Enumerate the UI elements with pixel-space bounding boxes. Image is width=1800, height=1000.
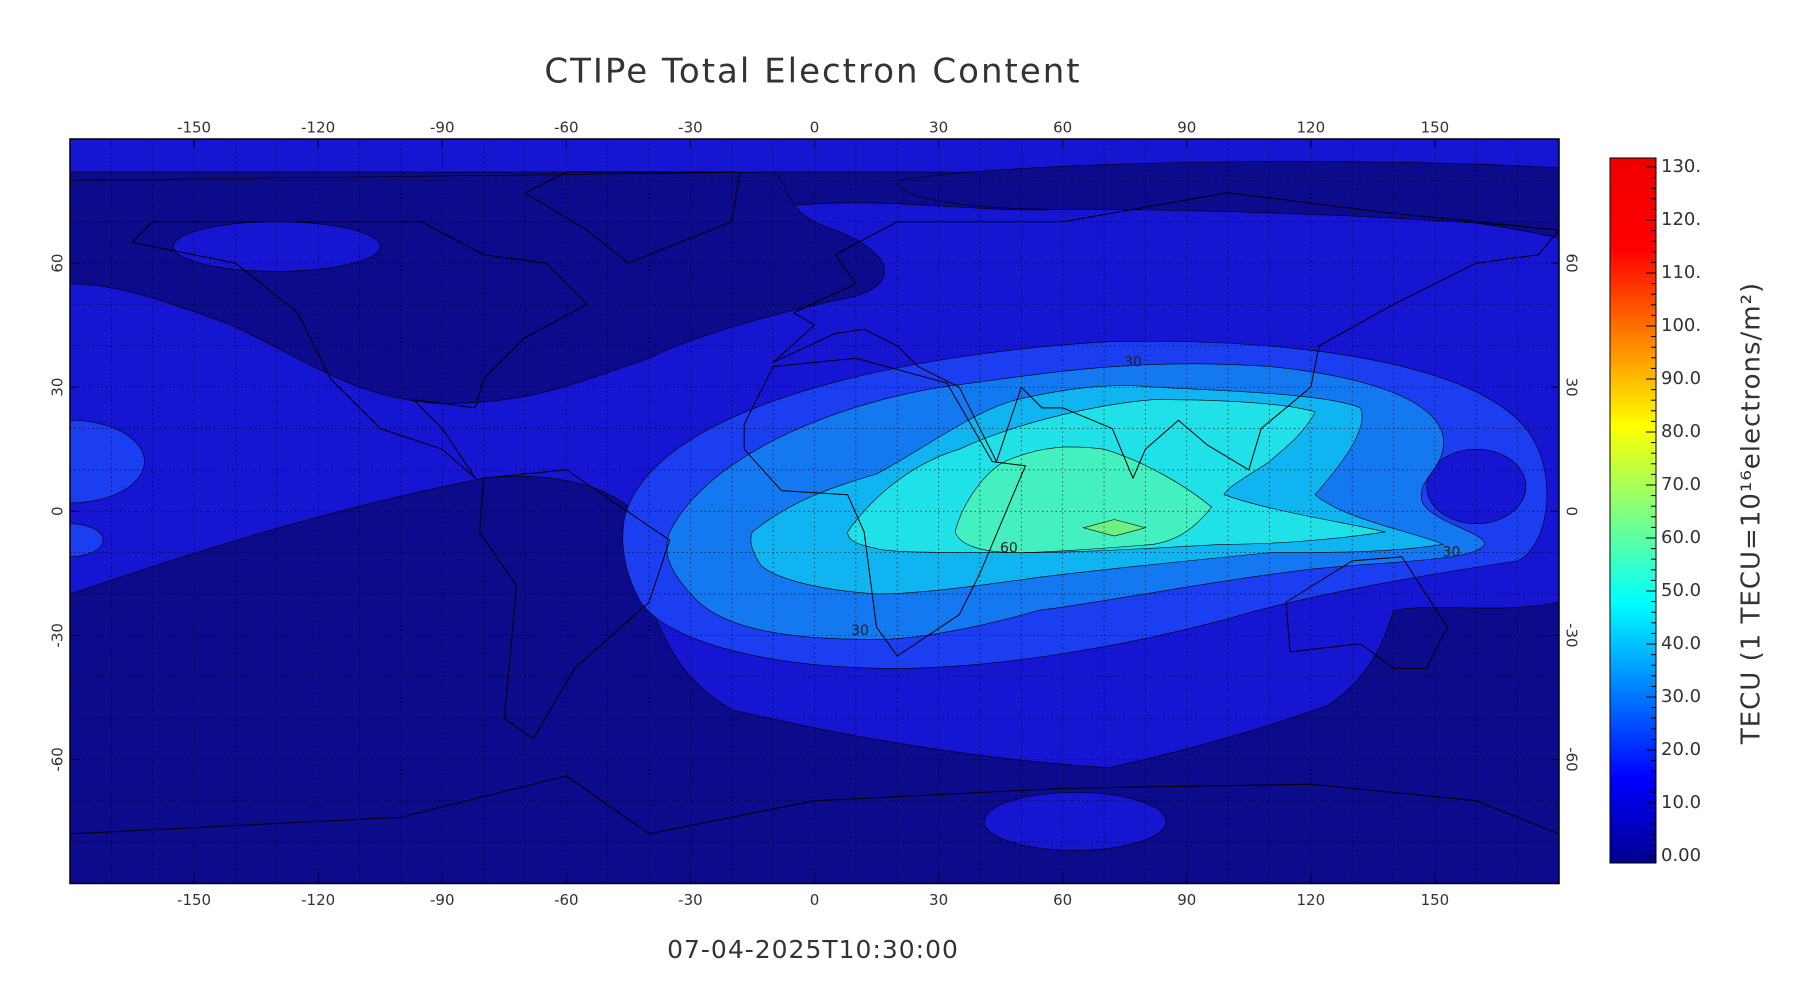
contour-label: 30	[1124, 354, 1142, 370]
colorbar	[1609, 157, 1657, 864]
contour-label: 30	[851, 623, 869, 639]
colorbar-tick-label: 20.0	[1661, 739, 1701, 760]
lat-tick-label: 30	[1563, 378, 1581, 397]
lat-tick-label: 30	[49, 378, 67, 397]
lat-tick-label: -30	[1563, 623, 1581, 648]
colorbar-tick-label: 30.0	[1661, 686, 1701, 707]
lon-tick-label: 30	[929, 891, 948, 909]
timestamp: 07-04-2025T10:30:00	[667, 935, 959, 964]
lat-tick-label: 0	[1563, 506, 1581, 516]
lon-tick-label: 0	[810, 891, 820, 909]
colorbar-tick-label: 70.0	[1661, 474, 1701, 495]
map-area	[70, 139, 1559, 884]
lon-tick-label: 30	[929, 119, 948, 137]
lon-tick-label: -30	[678, 891, 703, 909]
colorbar-label: TECU (1 TECU=10¹⁶electrons/m²)	[1737, 282, 1767, 745]
level-20-30	[70, 420, 144, 503]
colorbar-tick-label: 80.0	[1661, 421, 1701, 442]
lat-tick-label: 60	[1563, 254, 1581, 273]
colorbar-tick-label: 120.	[1661, 209, 1701, 230]
level-10-20	[984, 793, 1166, 851]
lon-tick-label: -150	[177, 891, 211, 909]
lon-tick-label: -60	[554, 891, 579, 909]
colorbar-tick-label: 60.0	[1661, 527, 1701, 548]
title: CTIPe Total Electron Content	[544, 52, 1081, 92]
lon-tick-label: -120	[301, 891, 335, 909]
lon-tick-label: 0	[810, 119, 820, 137]
lon-tick-label: 60	[1053, 891, 1072, 909]
lat-tick-label: 0	[49, 506, 67, 516]
coastline	[744, 358, 1025, 656]
lon-tick-label: -150	[177, 119, 211, 137]
colorbar-tick-label: 50.0	[1661, 580, 1701, 601]
coastline	[1286, 557, 1447, 669]
lat-tick-label: -60	[1563, 747, 1581, 772]
lon-tick-label: 120	[1297, 891, 1326, 909]
lon-tick-label: 150	[1421, 891, 1450, 909]
map-layers	[70, 139, 1559, 884]
level-0-10	[897, 162, 1559, 230]
lon-tick-label: 150	[1421, 119, 1450, 137]
colorbar-tick-label: 130.	[1661, 156, 1701, 177]
lon-tick-label: -120	[301, 119, 335, 137]
level-20-30	[70, 524, 103, 557]
lon-tick-label: -60	[554, 119, 579, 137]
coastline	[479, 470, 669, 739]
colorbar-tick-label: 10.0	[1661, 792, 1701, 813]
contour-label: 30	[1443, 545, 1461, 561]
lon-tick-label: 90	[1177, 891, 1196, 909]
lat-tick-label: -30	[49, 623, 67, 648]
lon-tick-label: 90	[1177, 119, 1196, 137]
colorbar-tick-label: 100.	[1661, 315, 1701, 336]
colorbar-tick-label: 110.	[1661, 262, 1701, 283]
lat-tick-label: -60	[49, 747, 67, 772]
lon-tick-label: -90	[430, 119, 455, 137]
lon-tick-label: -30	[678, 119, 703, 137]
lat-tick-label: 60	[49, 254, 67, 273]
colorbar-tick-label: 90.0	[1661, 368, 1701, 389]
lon-tick-label: 60	[1053, 119, 1072, 137]
lon-tick-label: 120	[1297, 119, 1326, 137]
colorbar-tick-label: 40.0	[1661, 633, 1701, 654]
lon-tick-label: -90	[430, 891, 455, 909]
colorbar-tick-label: 0.00	[1661, 845, 1701, 866]
contour-label: 60	[1000, 540, 1018, 556]
